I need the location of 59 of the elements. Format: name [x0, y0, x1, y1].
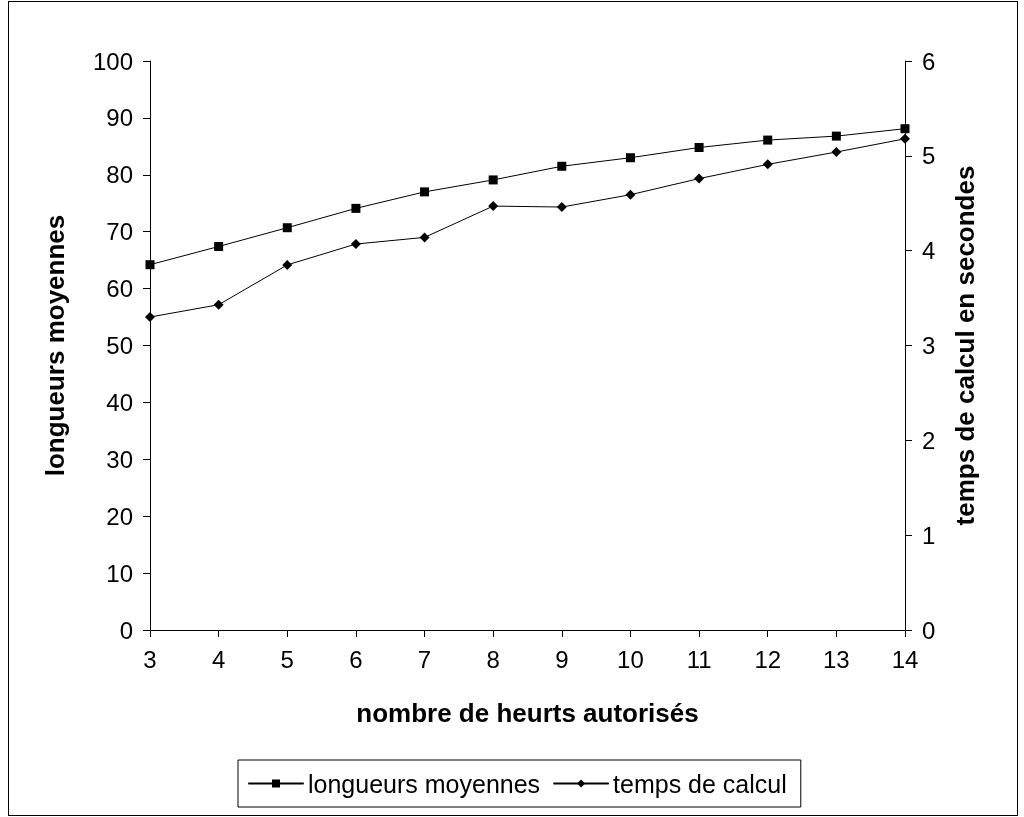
point	[557, 161, 567, 171]
y2-axis-title: temps de calcul en secondes	[950, 165, 980, 526]
point	[694, 173, 705, 184]
point	[351, 203, 361, 213]
y2-tick-label: 6	[922, 47, 936, 75]
legend-label: longueurs moyennes	[308, 769, 541, 798]
y-tick-label: 70	[106, 218, 133, 246]
x-tick-label: 8	[486, 645, 500, 673]
x-tick-label: 9	[555, 645, 569, 673]
point	[350, 239, 361, 250]
point	[763, 135, 773, 145]
y-axis-title: longueurs moyennes	[40, 214, 70, 477]
y-tick-label: 0	[119, 616, 133, 644]
x-tick-label: 5	[280, 645, 294, 673]
x-tick-label: 10	[617, 645, 644, 673]
point	[282, 223, 292, 233]
point	[831, 131, 841, 141]
x-tick-label: 3	[143, 645, 157, 673]
point	[625, 189, 636, 200]
point	[488, 175, 498, 185]
y2-tick-label: 2	[922, 426, 936, 454]
x-tick-label: 4	[211, 645, 226, 673]
y-tick-label: 90	[106, 104, 133, 132]
y2-tick-label: 3	[922, 332, 936, 359]
y-tick-label: 30	[106, 445, 133, 473]
y2-tick-label: 1	[922, 521, 936, 549]
y-tick-label: 40	[106, 388, 133, 416]
y2-tick-label: 4	[922, 237, 936, 265]
y2-tick-label: 5	[922, 142, 936, 170]
y-tick-label: 80	[106, 161, 133, 189]
point	[762, 159, 773, 170]
point	[214, 241, 224, 251]
x-tick-label: 6	[349, 645, 363, 673]
y-tick-label: 100	[92, 47, 133, 75]
y-tick-label: 60	[106, 275, 133, 303]
x-tick-label: 11	[686, 645, 712, 673]
y2-tick-label: 0	[922, 616, 936, 644]
point	[145, 260, 155, 270]
y-tick-label: 10	[106, 559, 133, 587]
x-tick-label: 12	[754, 645, 782, 673]
legend-label: temps de calcul	[613, 769, 787, 798]
point	[420, 187, 430, 197]
x-tick-label: 14	[891, 645, 919, 673]
x-tick-label: 7	[417, 645, 432, 673]
y-tick-label: 50	[106, 332, 133, 359]
point	[282, 259, 293, 270]
point	[831, 147, 842, 158]
point	[213, 299, 224, 310]
x-tick-label: 13	[823, 645, 850, 673]
point	[625, 153, 635, 163]
point	[556, 202, 567, 213]
y-tick-label: 20	[106, 502, 133, 530]
point	[694, 142, 704, 152]
point	[900, 124, 910, 134]
point	[145, 312, 155, 323]
x-axis-title: nombre de heurts autorisés	[356, 698, 699, 728]
point	[488, 201, 499, 212]
point	[900, 133, 910, 144]
point	[419, 232, 430, 243]
